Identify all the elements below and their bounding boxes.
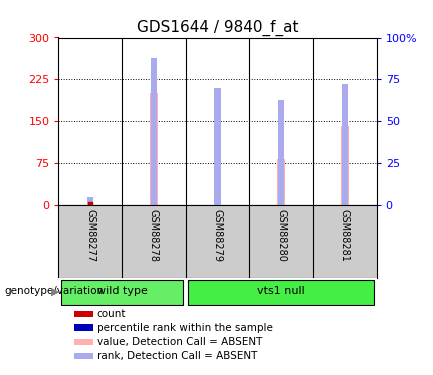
Bar [278,159,285,205]
Bar [214,88,221,205]
Text: genotype/variation: genotype/variation [4,286,103,296]
Text: ▶: ▶ [51,286,60,296]
Bar [74,339,94,345]
Bar [341,126,349,205]
Bar [188,280,374,304]
Text: percentile rank within the sample: percentile rank within the sample [97,322,272,333]
Bar [74,311,94,317]
Text: vts1 null: vts1 null [257,286,305,296]
Bar [74,324,94,331]
Bar [214,126,221,205]
Text: wild type: wild type [97,286,148,296]
Text: value, Detection Call = ABSENT: value, Detection Call = ABSENT [97,337,262,346]
Text: rank, Detection Call = ABSENT: rank, Detection Call = ABSENT [97,351,257,361]
Text: GSM88279: GSM88279 [213,209,223,262]
Title: GDS1644 / 9840_f_at: GDS1644 / 9840_f_at [137,20,298,36]
Text: GSM88280: GSM88280 [276,209,286,262]
Text: count: count [97,309,126,319]
Text: GSM88277: GSM88277 [85,209,95,262]
Text: GSM88278: GSM88278 [149,209,159,262]
Bar [151,58,157,205]
Bar [278,100,284,205]
Bar [342,84,348,205]
Text: GSM88281: GSM88281 [340,209,350,262]
Bar [87,197,94,205]
Bar [61,280,183,304]
Bar [74,353,94,359]
Bar [150,93,158,205]
